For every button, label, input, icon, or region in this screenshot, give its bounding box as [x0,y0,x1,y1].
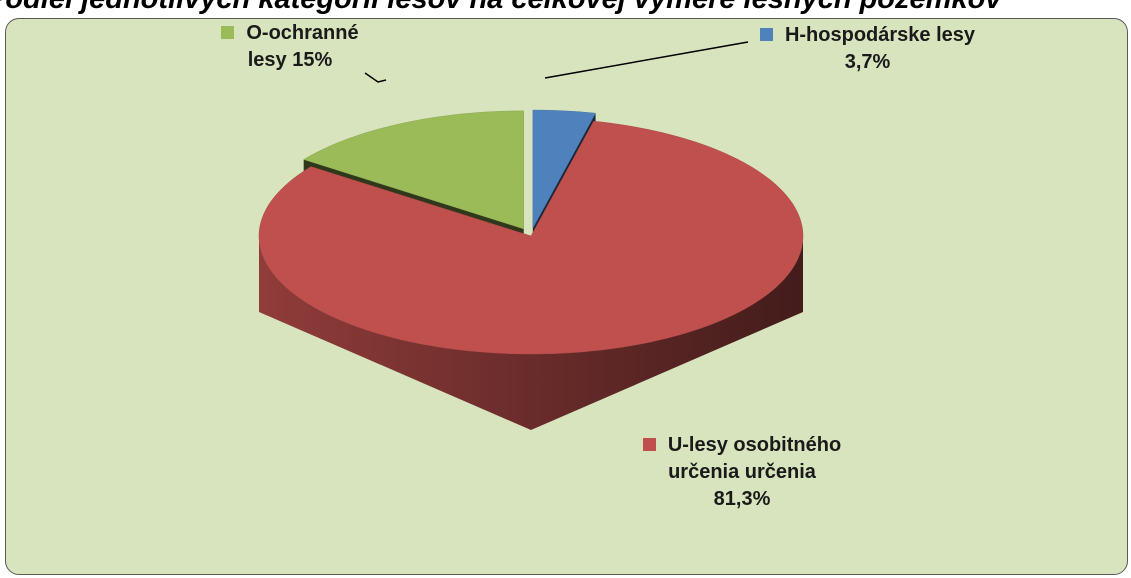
data-label: U-lesy osobitného určenia určenia 81,3% [612,432,872,513]
slice [303,110,524,230]
slice [532,109,596,229]
legend-swatch [221,26,235,39]
chart-title: Podiel jednotlivých kategórií lesov na c… [0,0,1001,16]
label-value: 81,3% [713,488,771,510]
leader-line [364,72,387,83]
label-name: O-ochranné lesy [246,22,359,71]
slice-wall [259,236,803,430]
label-name: H-hospodárske lesy [784,24,976,46]
label-name: U-lesy osobitného určenia určenia [667,434,842,483]
legend-swatch [759,28,773,41]
label-value: 3,7% [844,51,891,73]
label-value: 15% [292,49,333,71]
legend-swatch [642,438,656,451]
data-label: H-hospodárske lesy 3,7% [755,22,980,76]
slice [258,120,804,355]
leader-line [544,41,749,79]
data-label: O-ochranné lesy 15% [205,20,375,74]
